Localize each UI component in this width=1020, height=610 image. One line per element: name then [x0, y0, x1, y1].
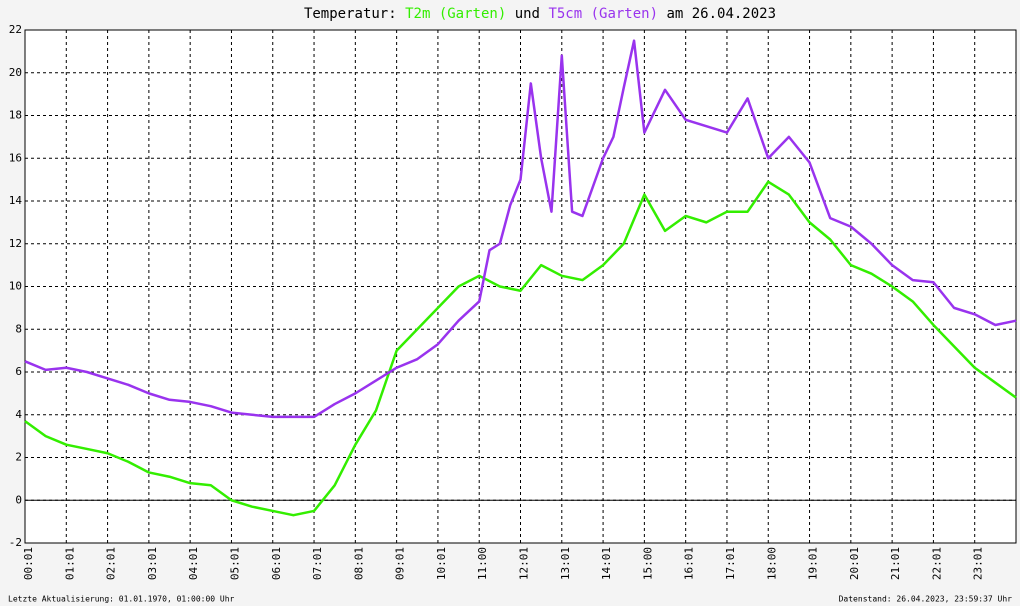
- x-tick-label: 12:01: [518, 547, 531, 580]
- footer-right: Datenstand: 26.04.2023, 23:59:37 Uhr: [839, 595, 1013, 604]
- chart-title: Temperatur: T2m (Garten) und T5cm (Garte…: [304, 6, 776, 22]
- x-tick-label: 18:00: [765, 547, 778, 580]
- x-tick-label: 00:01: [22, 547, 35, 580]
- x-tick-label: 21:01: [889, 547, 902, 580]
- x-tick-label: 20:01: [848, 547, 861, 580]
- x-tick-label: 04:01: [187, 547, 200, 580]
- x-tick-label: 03:01: [146, 547, 159, 580]
- x-tick-label: 01:01: [63, 547, 76, 580]
- x-tick-label: 16:01: [683, 547, 696, 580]
- y-tick-label: 12: [9, 237, 22, 250]
- plot-border: [24, 29, 1017, 544]
- y-tick-label: 10: [9, 280, 22, 293]
- title-suffix: am 26.04.2023: [666, 6, 776, 22]
- title-prefix: Temperatur:: [304, 6, 397, 22]
- series-line: [24, 180, 1017, 517]
- y-tick-label: 2: [15, 451, 22, 464]
- legend-entry: T2m (Garten): [405, 6, 506, 22]
- x-tick-label: 11:00: [476, 547, 489, 580]
- y-tick-label: 18: [9, 109, 22, 122]
- y-tick-label: 16: [9, 151, 22, 164]
- x-tick-label: 22:01: [930, 547, 943, 580]
- y-tick-label: 14: [9, 194, 23, 207]
- x-tick-label: 06:01: [270, 547, 283, 580]
- legend-entry: T5cm (Garten): [548, 6, 658, 22]
- x-tick-label: 02:01: [105, 547, 118, 580]
- y-tick-label: 6: [15, 365, 22, 378]
- x-tick-label: 08:01: [352, 547, 365, 580]
- footer-left: Letzte Aktualisierung: 01.01.1970, 01:00…: [8, 595, 235, 604]
- y-tick-label: 0: [15, 493, 22, 506]
- x-tick-label: 23:01: [972, 547, 985, 580]
- x-tick-label: 19:01: [807, 547, 820, 580]
- y-tick-label: -2: [9, 536, 22, 549]
- x-tick-label: 10:01: [435, 547, 448, 580]
- y-tick-label: 22: [9, 23, 22, 36]
- x-tick-label: 07:01: [311, 547, 324, 580]
- title-joiner: und: [515, 6, 540, 22]
- x-tick-label: 15:00: [641, 547, 654, 580]
- x-tick-label: 17:01: [724, 547, 737, 580]
- x-tick-label: 14:01: [600, 547, 613, 580]
- x-tick-label: 09:01: [394, 547, 407, 580]
- x-tick-label: 05:01: [228, 547, 241, 580]
- y-tick-label: 4: [15, 408, 22, 421]
- series-line: [24, 39, 1017, 419]
- y-tick-label: 20: [9, 66, 22, 79]
- x-tick-label: 13:01: [559, 547, 572, 580]
- y-tick-label: 8: [15, 322, 22, 335]
